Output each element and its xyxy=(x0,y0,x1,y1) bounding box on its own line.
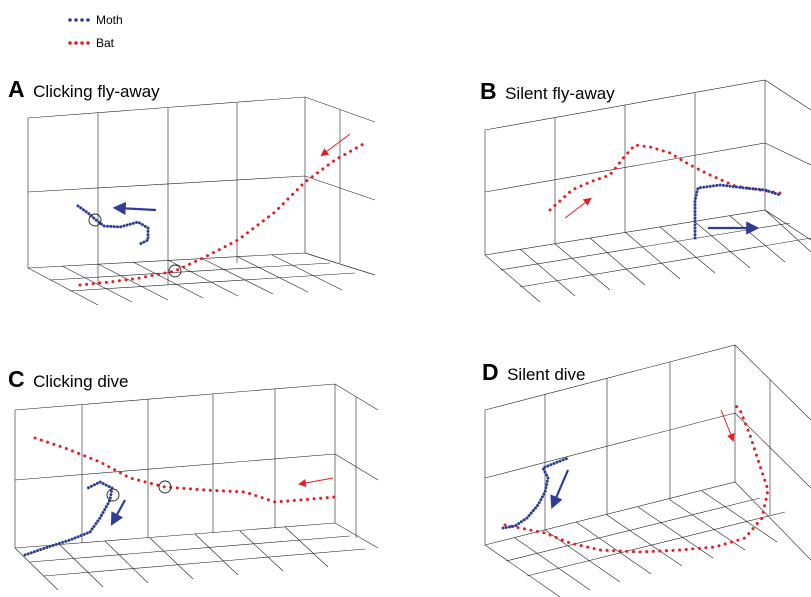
panel-c-letter: C xyxy=(8,366,25,392)
panel-a-moth-trajectory xyxy=(76,204,150,246)
panel-d-letter: D xyxy=(482,359,499,385)
panel-c-moth-trajectory xyxy=(23,480,114,557)
legend-bat-swatch xyxy=(68,41,90,45)
panel-c-bat-marker xyxy=(158,480,172,494)
panel-a-heading: A Clicking fly-away xyxy=(8,76,160,102)
panel-b-moth-trajectory xyxy=(693,183,782,240)
panel-a-title: Clicking fly-away xyxy=(33,82,160,101)
panel-b-heading: B Silent fly-away xyxy=(480,78,615,104)
panel-a-bat-trajectory xyxy=(78,141,367,287)
panel-a-moth-arrow xyxy=(112,201,157,216)
legend-item-moth: Moth xyxy=(68,13,123,27)
legend: Moth Bat xyxy=(68,13,123,50)
panel-c-moth-marker xyxy=(106,488,120,502)
legend-moth-label: Moth xyxy=(96,13,123,27)
panel-d-title: Silent dive xyxy=(507,365,585,384)
panel-c-bat-arrow xyxy=(298,477,334,487)
panel-b-bat-trajectory xyxy=(548,143,782,212)
legend-item-bat: Bat xyxy=(68,36,115,50)
panel-d-bat-trajectory xyxy=(503,403,770,554)
panel-d-moth-arrow xyxy=(550,469,570,510)
panel-d-moth-trajectory xyxy=(501,456,570,530)
panel-d: D Silent dive xyxy=(482,344,811,597)
panel-c-title: Clicking dive xyxy=(33,372,128,391)
panel-b-title: Silent fly-away xyxy=(505,84,615,103)
panel-d-heading: D Silent dive xyxy=(482,359,586,385)
panel-c-moth-arrow xyxy=(110,499,126,526)
panel-b-bat-arrow xyxy=(564,197,592,219)
legend-moth-swatch xyxy=(68,18,90,22)
legend-bat-label: Bat xyxy=(96,36,115,50)
panel-d-grid-box xyxy=(484,344,811,597)
panel-d-bat-arrow xyxy=(720,409,735,442)
panel-a-letter: A xyxy=(8,76,25,102)
panel-b: B Silent fly-away xyxy=(480,78,811,303)
panel-a-bat-arrow xyxy=(320,133,351,157)
panel-a-bat-marker xyxy=(168,264,182,278)
panel-a-moth-marker xyxy=(88,213,102,227)
panel-a: A Clicking fly-away xyxy=(8,76,376,306)
panel-c-heading: C Clicking dive xyxy=(8,366,129,392)
panel-c: C Clicking dive xyxy=(8,366,379,591)
panel-b-grid-box xyxy=(484,79,811,303)
panel-c-bat-trajectory xyxy=(33,436,337,504)
panel-b-letter: B xyxy=(480,78,497,104)
panel-a-grid-box xyxy=(27,96,376,306)
panel-c-grid-box xyxy=(14,383,379,591)
